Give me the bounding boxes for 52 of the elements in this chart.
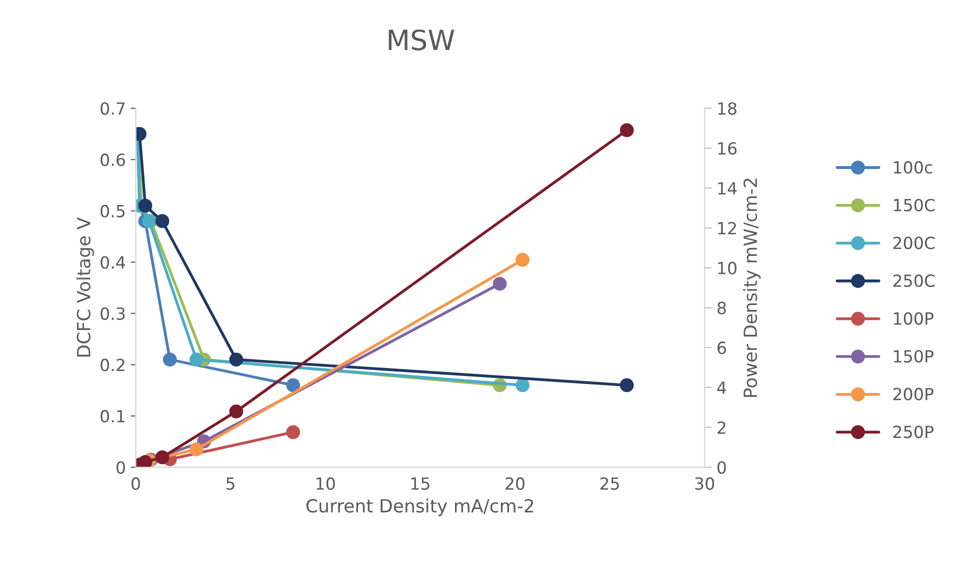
- legend-label: 150P: [894, 350, 934, 363]
- y-tick-label: 0.4: [100, 256, 126, 269]
- legend-label: 100c: [894, 161, 932, 174]
- y2-tick-label: 2: [718, 421, 726, 434]
- y-tick-label: 0.2: [100, 358, 124, 372]
- point: [516, 378, 530, 392]
- point: [138, 198, 152, 213]
- y-tick-label: 0.5: [100, 204, 125, 218]
- x-axis-title: Current Density mA/cm-2: [306, 498, 534, 516]
- y2-tick-label: 8: [718, 302, 726, 314]
- y2-tick-label: 14: [718, 182, 737, 194]
- y2-tick-label: 6: [718, 342, 726, 354]
- y-tick-label: 0.1: [100, 410, 124, 423]
- x-tick-label: 20: [506, 477, 524, 490]
- point: [229, 352, 244, 367]
- legend-label: 200P: [893, 388, 934, 400]
- y-tick-label: 0.7: [100, 102, 125, 115]
- legend-label: 250C: [893, 274, 935, 288]
- x-tick-label: 30: [695, 477, 714, 490]
- point: [189, 352, 204, 367]
- point: [516, 252, 530, 267]
- y-tick-label: 0.3: [100, 307, 125, 320]
- legend-label: 200C: [893, 236, 935, 250]
- x-tick-label: 0: [132, 477, 140, 490]
- x-tick-label: 15: [411, 477, 430, 490]
- point: [162, 352, 177, 367]
- y-axis-title: DCFC Voltage V: [76, 217, 94, 357]
- legend-label: 150C: [894, 198, 935, 212]
- x-tick-label: 5: [226, 477, 234, 490]
- y2-tick-label: 10: [718, 262, 736, 274]
- y2-tick-label: 0: [717, 461, 726, 474]
- y2-axis-title: Power Density mW/cm-2: [743, 178, 761, 397]
- legend-label: 100P: [894, 312, 934, 325]
- y2-tick-label: 4: [717, 382, 726, 394]
- point: [155, 214, 170, 228]
- y2-tick-label: 16: [718, 142, 737, 155]
- point: [286, 378, 300, 392]
- point: [620, 378, 634, 392]
- point: [229, 404, 244, 418]
- point: [286, 425, 300, 440]
- chart-title: MSW: [388, 29, 454, 50]
- y2-tick-label: 12: [718, 222, 736, 234]
- y2-tick-label: 18: [718, 102, 736, 115]
- legend-label: 250P: [893, 426, 934, 438]
- point: [492, 276, 507, 291]
- y-tick-label: 0.6: [100, 154, 125, 166]
- point: [620, 123, 634, 138]
- x-tick-label: 25: [600, 477, 619, 490]
- y-tick-label: 0: [116, 461, 125, 474]
- point: [189, 442, 204, 456]
- x-tick-label: 10: [316, 477, 335, 490]
- point: [155, 450, 170, 464]
